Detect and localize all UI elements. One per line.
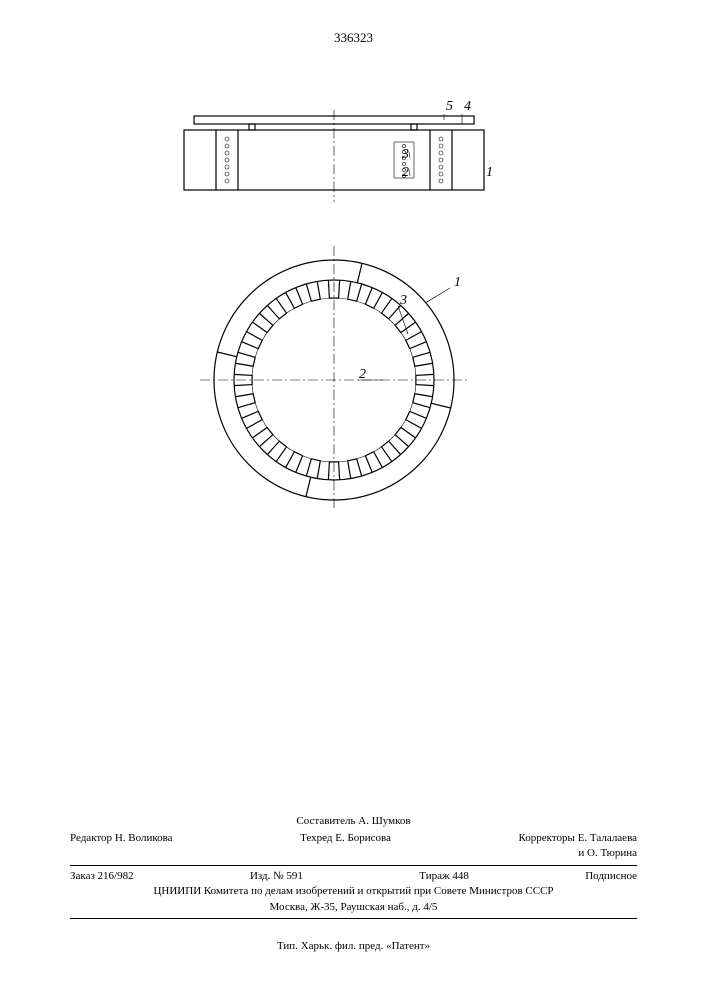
printer-line: Тип. Харьк. фил. пред. «Патент» xyxy=(277,940,430,952)
podpisnoe: Подписное xyxy=(585,869,637,884)
figure-area: 54 3 2 1 1 3 2 xyxy=(144,100,564,510)
compiler-name: А. Шумков xyxy=(358,815,410,827)
order-num: Заказ 216/982 xyxy=(70,869,134,884)
svg-text:3: 3 xyxy=(399,293,407,308)
org-line1: ЦНИИПИ Комитета по делам изобретений и о… xyxy=(70,884,637,899)
svg-text:5: 5 xyxy=(446,100,453,114)
svg-text:1: 1 xyxy=(454,275,461,290)
techred-name: Е. Борисова xyxy=(335,832,391,844)
svg-text:3: 3 xyxy=(401,147,409,162)
corrector-label: Корректоры xyxy=(519,832,575,844)
credits-block: Составитель А. Шумков Редактор Н. Волико… xyxy=(70,814,637,922)
svg-text:1: 1 xyxy=(486,165,493,180)
org-line2: Москва, Ж-35, Раушская наб., д. 4/5 xyxy=(70,900,637,915)
corrector-name1: Е. Талалаева xyxy=(578,832,637,844)
technical-drawing: 54 3 2 1 1 3 2 xyxy=(144,100,564,510)
editor-label: Редактор xyxy=(70,832,112,844)
editor-name: Н. Воликова xyxy=(115,832,173,844)
svg-text:2: 2 xyxy=(402,165,409,180)
corrector-name2: и О. Тюрина xyxy=(578,847,637,859)
svg-text:2: 2 xyxy=(359,367,366,382)
techred-label: Техред xyxy=(300,832,332,844)
patent-number: 336323 xyxy=(334,30,373,46)
compiler-label: Составитель xyxy=(296,815,355,827)
svg-text:4: 4 xyxy=(464,100,471,114)
izd-num: Изд. № 591 xyxy=(250,869,303,884)
tirazh-num: Тираж 448 xyxy=(419,869,469,884)
